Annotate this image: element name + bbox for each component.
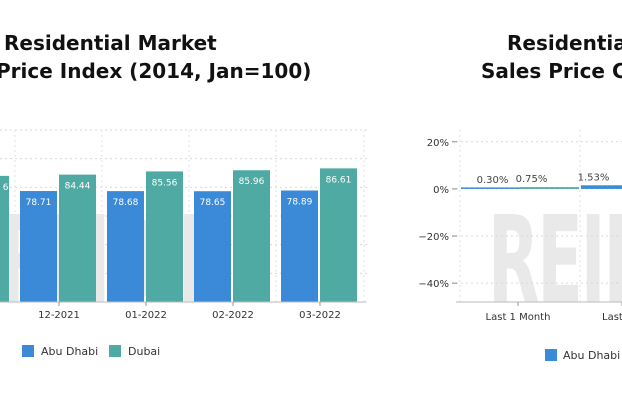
right-bar-dubai [520,187,579,189]
right-data-label-dubai: 0.75% [516,174,548,185]
left-bar-dubai [233,170,270,302]
left-data-label-dubai: 6 [3,183,9,193]
left-data-label-dubai: 86.61 [326,175,352,185]
right-data-label-abu-dhabi: 1.53% [578,172,610,183]
right-chart-title-line1: Residential [507,31,622,55]
left-x-tick-label: 02-2022 [212,310,254,321]
left-x-tick-label: 12-2021 [38,310,80,321]
right-y-tick-label: 20% [427,138,449,149]
right-legend-label-abu-dhabi: Abu Dhabi [563,349,620,362]
legend-swatch-dubai [109,345,121,357]
left-bar-dubai [0,175,9,302]
right-legend-swatch-abu-dhabi [545,349,557,361]
right-x-tick-label: Last [602,312,622,323]
left-data-label-dubai: 85.96 [239,177,265,187]
left-bar-abu-dhabi [20,191,57,302]
right-chart-title-line2: Sales Price Ch [481,59,622,83]
left-bar-abu-dhabi [107,191,144,302]
left-x-tick-label: 01-2022 [125,310,167,321]
right-x-tick-label: Last 1 Month [486,312,551,323]
legend-label-abu-dhabi: Abu Dhabi [41,345,98,358]
left-data-label-dubai: 84.44 [65,182,91,192]
left-data-label-abu-dhabi: 78.68 [113,198,139,208]
left-bar-dubai [320,168,357,302]
right-y-tick-label: −20% [418,232,449,243]
left-data-label-abu-dhabi: 78.71 [26,198,52,208]
left-data-label-abu-dhabi: 78.65 [200,198,226,208]
right-bar-abu-dhabi [581,185,622,189]
left-data-label-dubai: 85.56 [152,178,178,188]
left-bar-abu-dhabi [281,190,318,302]
left-bar-dubai [146,171,183,302]
watermark-right: REIDIN [488,192,622,331]
left-x-tick-label: 03-2022 [299,310,341,321]
left-bar-abu-dhabi [194,191,231,302]
right-y-tick-label: 0% [433,185,449,196]
left-bar-dubai [59,174,96,302]
right-y-tick-label: −40% [418,279,449,290]
legend-label-dubai: Dubai [128,345,160,358]
right-bar-abu-dhabi [461,187,520,189]
right-data-label-abu-dhabi: 0.30% [477,175,509,186]
legend-swatch-abu-dhabi [22,345,34,357]
left-chart-title-line1: Residential Market [4,31,217,55]
left-data-label-abu-dhabi: 78.89 [287,198,313,208]
left-chart-title-line2: Price Index (2014, Jan=100) [0,59,312,83]
